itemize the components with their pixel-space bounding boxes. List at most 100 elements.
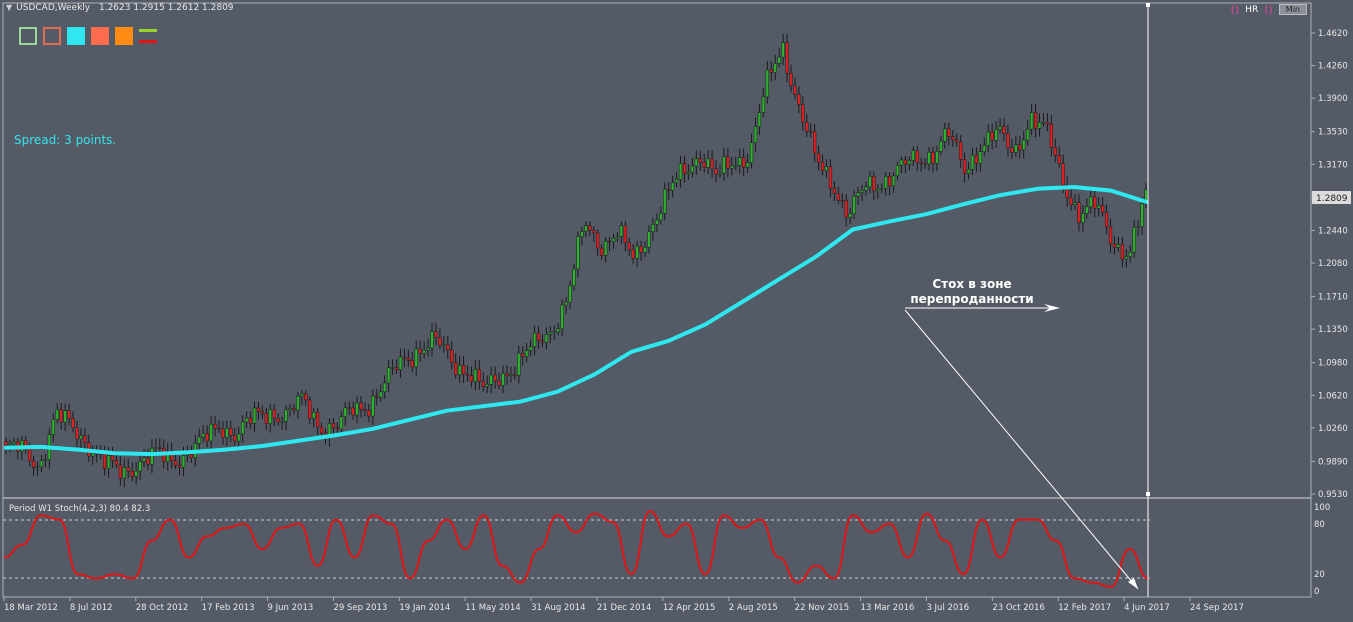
candle-body [931,152,935,164]
candle-body [75,427,79,440]
min-button[interactable]: Min [1278,4,1307,15]
candle-body [489,374,493,385]
price-tick-label: 1.0980 [1318,359,1348,369]
time-tick-label: 19 Jan 2014 [399,603,450,613]
time-tick-label: 2 Aug 2015 [729,603,778,613]
stoch-tick-label: 80 [1314,520,1325,530]
candle-body [572,268,576,287]
bull-swatch-icon[interactable] [19,27,37,45]
candle-body [824,166,829,172]
time-tick-label: 9 Jun 2013 [268,603,314,613]
candle-body [83,435,87,443]
candle-body [982,145,986,152]
cyan-swatch-icon[interactable] [67,27,85,45]
candle-body [213,423,217,429]
candle-body [481,380,485,387]
candle-body [761,96,766,113]
candle-body [446,344,450,351]
candle-body [185,454,190,456]
candle-body [264,413,268,424]
bear-swatch-icon[interactable] [43,27,61,45]
candle-body [958,141,963,160]
candle-body [63,410,67,423]
candle-body [951,136,955,141]
candle-body [1093,196,1097,209]
candle-body [410,360,414,368]
current-price-label: 1.2809 [1316,194,1348,204]
candle-body [560,304,564,330]
orange-swatch-icon[interactable] [115,27,133,45]
candle-body [442,344,446,347]
candle-body [1132,227,1136,253]
coral-swatch-icon[interactable] [91,27,109,45]
candle-body [998,126,1002,130]
time-tick-label: 12 Feb 2017 [1058,603,1111,613]
min-icon[interactable]: () [1264,3,1273,16]
candle-body [1089,196,1093,208]
candle-body [438,337,442,346]
candle-body [371,395,375,417]
candle-body [355,402,359,416]
chevron-down-icon[interactable]: ▼ [6,3,13,12]
candle-body [1140,203,1144,227]
candle-body [1006,133,1010,149]
candle-body [1041,121,1046,124]
candle-body [414,348,418,368]
stoch-tick-label: 100 [1314,503,1330,513]
time-tick-label: 8 Jul 2012 [70,603,113,613]
candle-body [674,179,679,184]
candle-body [599,247,604,256]
candle-body [706,158,710,168]
candle-body [1029,112,1034,130]
candle-body [221,428,225,438]
candle-body [296,395,300,411]
candle-body [469,375,474,383]
annotation-arrow-stoch[interactable] [904,309,1139,590]
candle-body [813,131,817,154]
candle-body [564,302,568,306]
candle-body [907,160,911,165]
candle-body [619,225,624,237]
price-tick-label: 1.3170 [1318,160,1348,170]
candle-body [769,69,773,73]
candle-body [509,374,513,376]
candle-body [860,190,864,193]
ohlc-values: 1.2623 1.2915 1.2612 1.2809 [98,3,234,13]
lines-swatch-icon[interactable] [139,27,157,45]
time-tick-label: 31 Aug 2014 [531,603,585,613]
hr-icon[interactable]: () [1230,3,1240,16]
candle-body [268,409,272,424]
vertical-marker-handle-bottom[interactable] [1146,492,1150,496]
candle-body [177,465,182,468]
candle-body [536,332,541,341]
spread-info: Spread: 3 points. [14,133,117,147]
current-price-box [1312,191,1351,204]
hr-label[interactable]: HR [1245,4,1259,15]
candle-body [71,418,75,429]
candle-body [229,428,233,436]
stoch-tick-label: 0 [1314,587,1319,597]
candle-body [789,72,793,87]
candle-body [643,246,647,253]
candle-body [670,182,675,191]
candle-body [319,426,324,434]
vertical-marker-handle-top[interactable] [1146,3,1150,7]
candle-body [450,349,454,363]
candle-body [820,161,825,172]
candle-body [1108,226,1113,245]
candle-body [1018,144,1022,151]
price-tick-label: 1.1350 [1318,325,1348,335]
price-tick-label: 1.4620 [1318,29,1348,39]
candle-body [757,112,762,127]
candle-body [935,151,939,164]
candle-body [734,165,738,167]
candle-body [1116,244,1121,248]
time-tick-label: 24 Sep 2017 [1190,603,1244,613]
candle-body [1037,122,1042,129]
candle-body [738,157,742,166]
candle-body [379,391,383,398]
candle-body [331,423,336,428]
candle-body [233,435,237,442]
time-tick-label: 11 May 2014 [465,603,520,613]
